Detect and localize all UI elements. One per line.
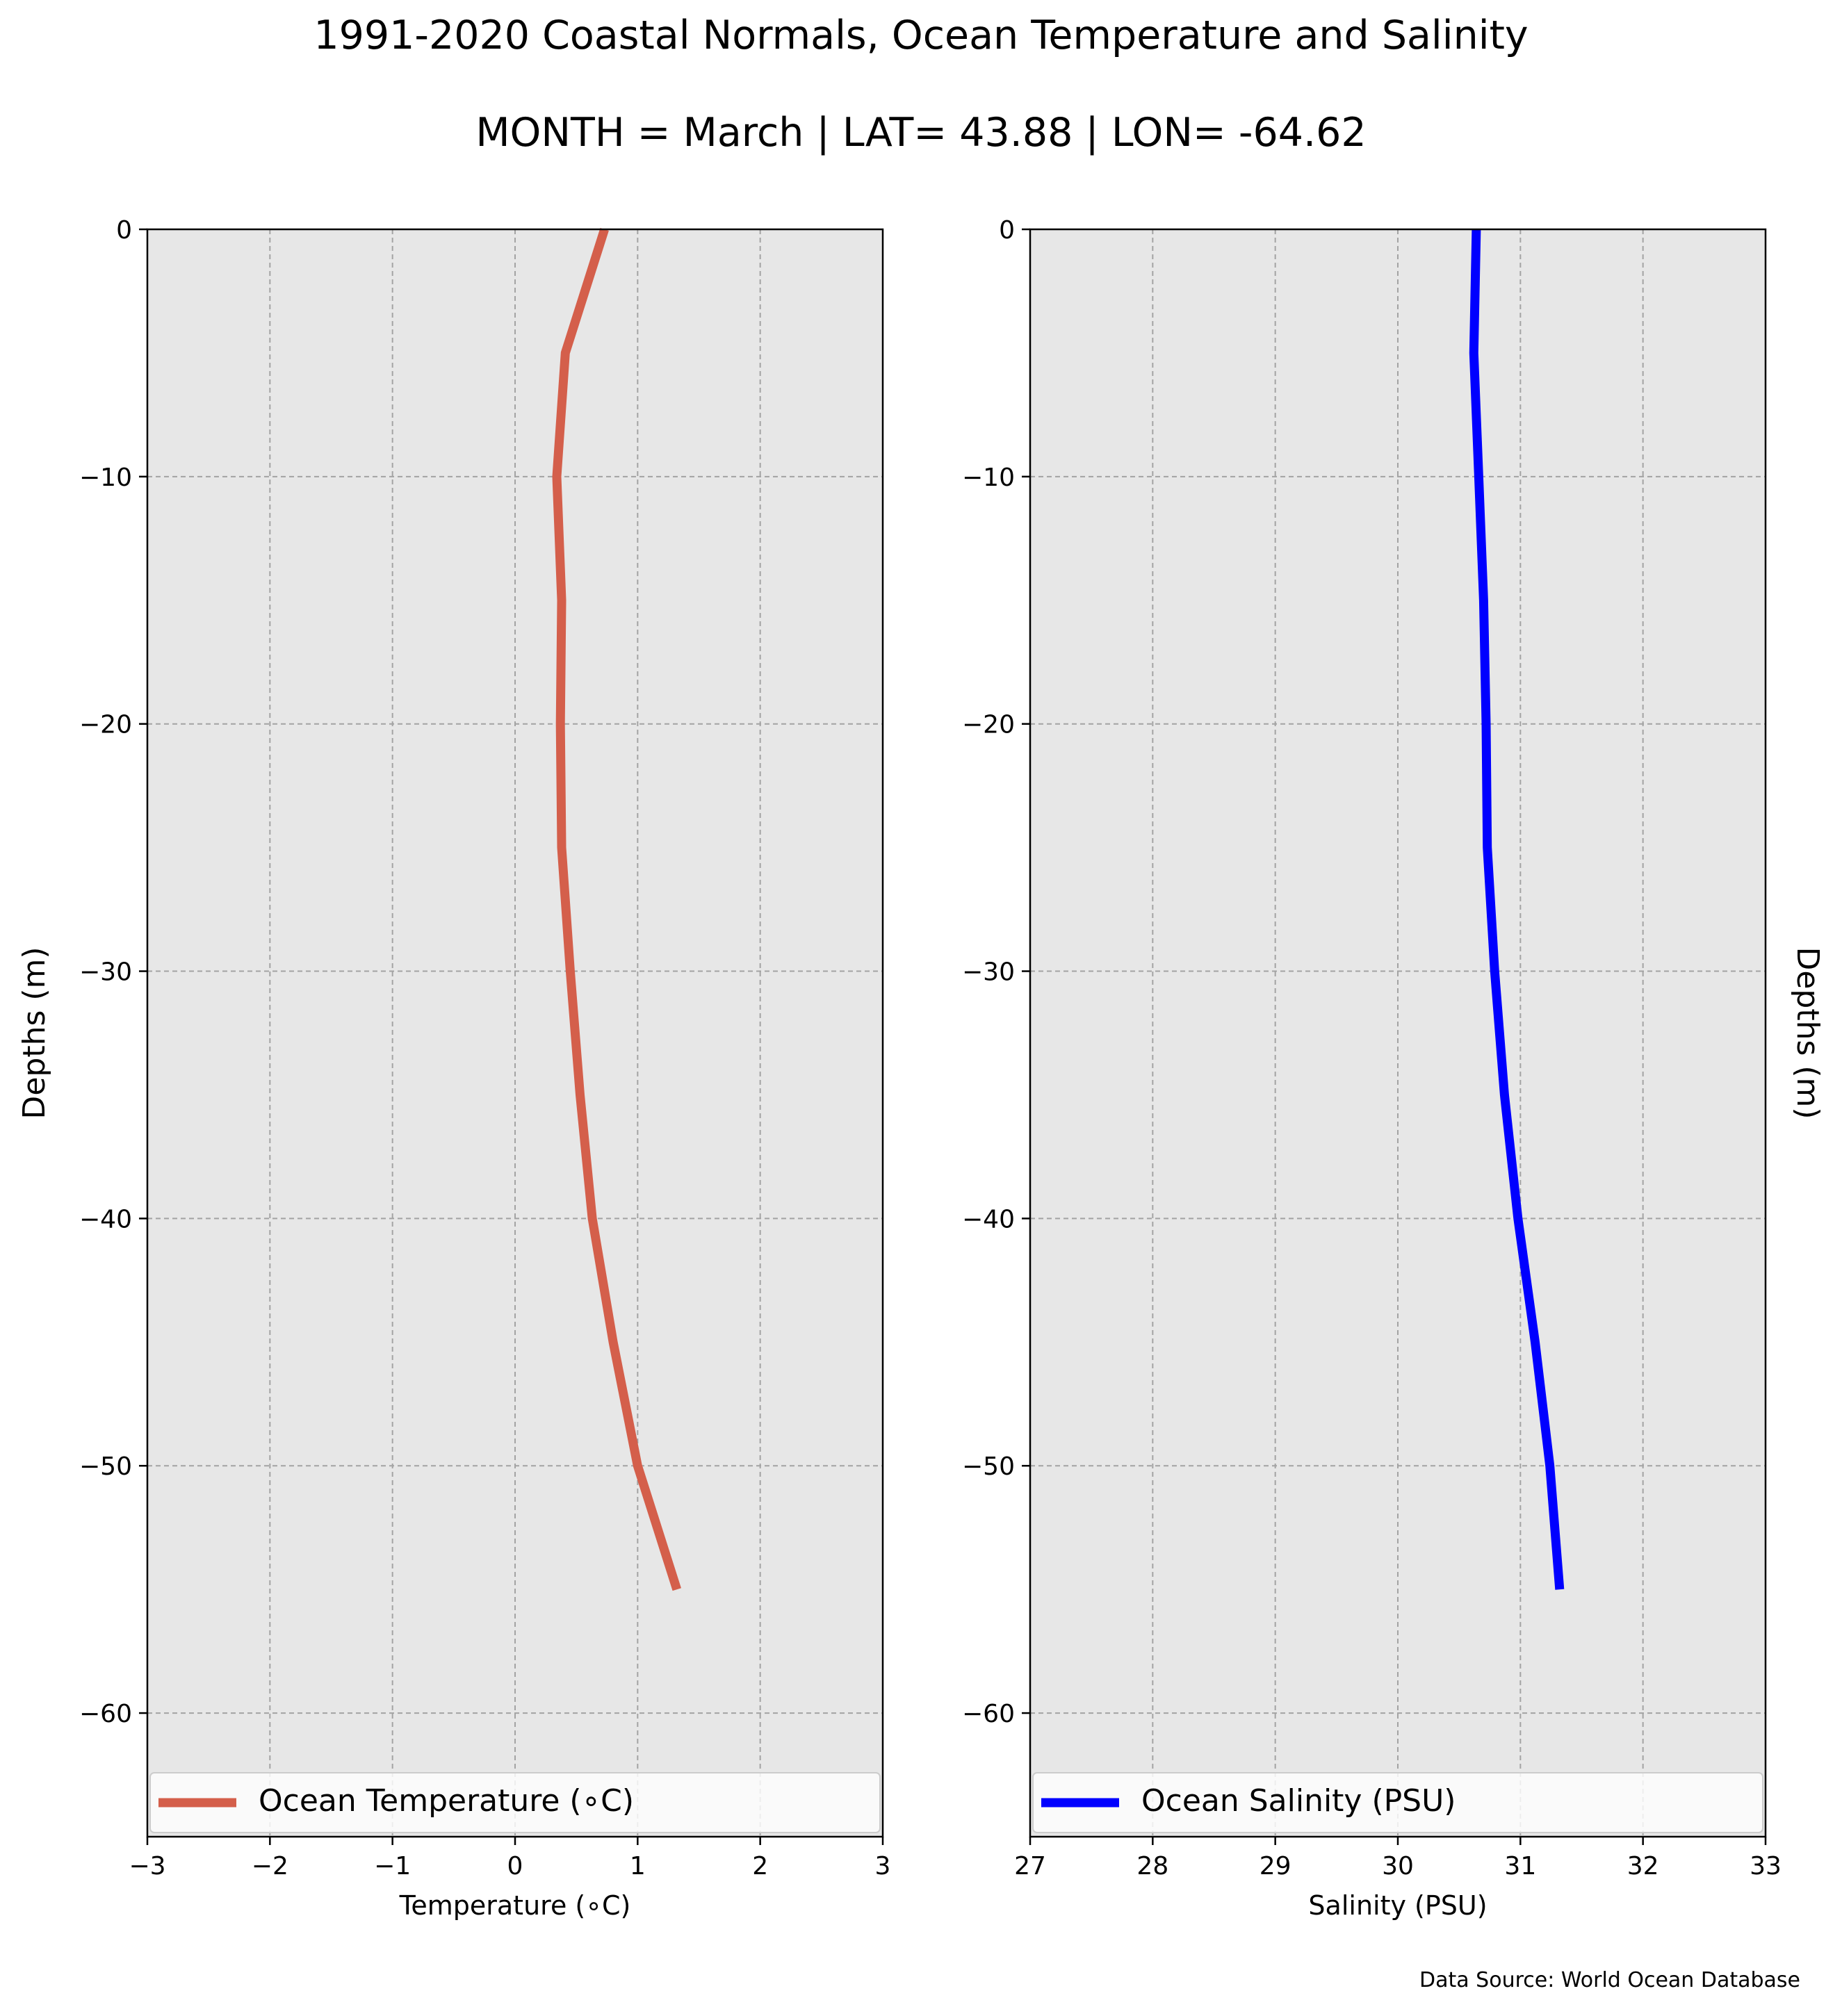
temperature-xaxis-label: Temperature (∘C) xyxy=(399,1890,631,1921)
salinity-ytick-label: −20 xyxy=(962,711,1015,739)
salinity-xtick-label: 32 xyxy=(1627,1852,1659,1880)
temperature-ytick-label: −30 xyxy=(79,958,132,987)
salinity-ytick-label: −50 xyxy=(962,1452,1015,1481)
salinity-ytick-label: 0 xyxy=(999,216,1015,245)
salinity-xtick-label: 28 xyxy=(1136,1852,1168,1880)
chart-subtitle: MONTH = March | LAT= 43.88 | LON= -64.62 xyxy=(475,110,1367,156)
salinity-xaxis-label: Salinity (PSU) xyxy=(1308,1890,1487,1921)
temperature-yaxis-label: Depths (m) xyxy=(17,946,52,1119)
salinity-legend: Ocean Salinity (PSU) xyxy=(1032,1772,1763,1833)
temperature-xtick-label: 0 xyxy=(507,1852,523,1880)
temperature-xtick-label: 2 xyxy=(752,1852,768,1880)
temperature-ytick-label: 0 xyxy=(116,216,132,245)
data-source-note: Data Source: World Ocean Database xyxy=(1419,1968,1800,1992)
salinity-xtick-label: 33 xyxy=(1750,1852,1782,1880)
temperature-legend: Ocean Temperature (∘C) xyxy=(149,1772,881,1833)
temperature-xtick-label: −1 xyxy=(374,1852,411,1880)
temperature-ytick-label: −10 xyxy=(79,464,132,492)
salinity-xtick-label: 31 xyxy=(1504,1852,1536,1880)
salinity-ytick-label: −10 xyxy=(962,464,1015,492)
salinity-xtick-label: 27 xyxy=(1014,1852,1046,1880)
salinity-legend-label: Ocean Salinity (PSU) xyxy=(1141,1783,1456,1819)
temperature-ytick-label: −50 xyxy=(79,1452,132,1481)
temperature-xtick-label: −2 xyxy=(252,1852,288,1880)
salinity-ytick-label: −60 xyxy=(962,1700,1015,1728)
temperature-legend-box xyxy=(149,1772,881,1833)
salinity-yaxis-label: Depths (m) xyxy=(1790,946,1825,1119)
temperature-ytick-label: −60 xyxy=(79,1700,132,1728)
temperature-panel: Ocean Temperature (∘C)−3 −2 −1 0 1 2 30−10−20−… xyxy=(17,216,890,1921)
temperature-ytick-label: −20 xyxy=(79,711,132,739)
salinity-xtick-label: 30 xyxy=(1382,1852,1414,1880)
temperature-ytick-label: −40 xyxy=(79,1205,132,1234)
temperature-series-line xyxy=(552,228,681,1591)
salinity-legend-box xyxy=(1032,1772,1763,1833)
temperature-xtick-label: −3 xyxy=(129,1852,165,1880)
chart-title: 1991-2020 Coastal Normals, Ocean Tempera… xyxy=(313,13,1529,58)
salinity-ytick-label: −40 xyxy=(962,1205,1015,1234)
temperature-legend-label: Ocean Temperature (∘C) xyxy=(259,1783,634,1819)
salinity-series-line xyxy=(1469,229,1565,1590)
temperature-xtick-label: 1 xyxy=(630,1852,646,1880)
salinity-xtick-label: 29 xyxy=(1260,1852,1291,1880)
temperature-xtick-label: 3 xyxy=(875,1852,891,1880)
salinity-ytick-label: −30 xyxy=(962,958,1015,987)
salinity-panel: Ocean Salinity (PSU) 27 28 29 30 31 32 33 0 −10 −2… xyxy=(962,216,1825,1921)
